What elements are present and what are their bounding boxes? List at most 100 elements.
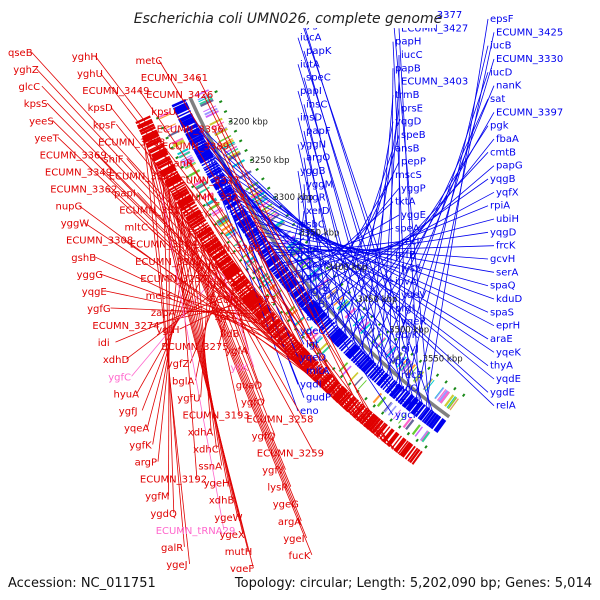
gene-label: fucO <box>395 383 418 394</box>
forward-gene-block <box>352 351 365 364</box>
gene-label: ygfM <box>145 492 169 503</box>
outer-cog-block <box>178 151 191 159</box>
forward-gene-block <box>336 335 349 348</box>
forward-gene-block <box>418 407 431 421</box>
reverse-gene-block <box>169 181 185 192</box>
gene-leader-line <box>297 37 414 397</box>
forward-gene-block <box>230 205 245 216</box>
forward-gene-block <box>402 394 415 409</box>
gene-label: insC <box>306 99 327 110</box>
inner-cog-block <box>352 315 364 327</box>
gene-label: xdhC <box>193 445 219 456</box>
forward-gene-block <box>303 300 317 313</box>
summary-text: Topology: circular; Length: 5,202,090 bp… <box>234 576 592 591</box>
gene-label: ygdE <box>490 387 515 398</box>
gene-label: ECUMN_3326 <box>119 206 186 217</box>
gene-label: ECUMN_3403 <box>401 77 468 88</box>
reverse-gene-block <box>211 248 226 260</box>
outer-cog-block <box>294 316 305 326</box>
gene-label: ECUMN_3330 <box>496 54 563 65</box>
forward-gene-block <box>260 248 275 260</box>
gene-label: ECUMN_3273 <box>209 295 276 306</box>
forward-gene-block <box>380 375 392 389</box>
gene-leader-line <box>185 217 315 453</box>
gene-label: thyA <box>490 361 513 372</box>
gene-label: nanK <box>496 81 522 92</box>
gene-label: ygeF <box>230 564 254 575</box>
reverse-gene-block <box>394 437 407 453</box>
gene-leader-line <box>425 18 489 407</box>
gene-label: yqeC <box>300 326 325 337</box>
gene-label: ECUMN_3396 <box>157 124 224 135</box>
forward-gene-block <box>345 344 359 358</box>
gene-leader-line <box>164 181 297 504</box>
gene-label: endA <box>188 227 214 238</box>
gene-leader-line <box>237 306 249 317</box>
gene-leader-line <box>343 134 400 334</box>
gene-label: yqeD <box>300 353 326 364</box>
gene-label: ygeG <box>273 500 299 511</box>
gene-leader-line <box>256 298 267 318</box>
gene-leader-line <box>210 152 305 372</box>
gene-label: ECUMN_3258 <box>246 414 313 425</box>
forward-gene-block <box>388 383 401 397</box>
gene-label: yghZ <box>13 65 39 76</box>
gene-leader-line <box>154 141 345 410</box>
scale-label: 3200 kbp <box>228 118 268 128</box>
gene-label: bglA <box>172 376 194 387</box>
reverse-gene-block <box>165 175 181 186</box>
gene-leader-line <box>100 72 387 445</box>
gene-leader-line <box>158 169 302 521</box>
gene-leader-line <box>166 185 233 500</box>
scale-label: 3350 kbp <box>299 229 339 239</box>
outer-cog-block <box>392 409 402 420</box>
reverse-gene-block <box>404 445 416 460</box>
forward-gene-block <box>299 296 313 309</box>
gene-leader-line <box>221 264 275 339</box>
gene-label: ansB <box>395 143 420 154</box>
forward-gene-block <box>356 354 369 368</box>
gene-leader-line <box>238 199 489 313</box>
gene-label: yggB <box>300 166 326 177</box>
outer-cog-block <box>195 181 207 189</box>
reverse-gene-block <box>174 190 190 202</box>
reverse-gene-block <box>155 155 170 165</box>
gene-label: yeeS <box>29 116 54 127</box>
reverse-gene-block <box>184 206 199 217</box>
gene-label: eno <box>300 406 319 417</box>
gene-label: ygfQ <box>252 432 276 443</box>
gene-leader-line <box>300 201 394 287</box>
forward-gene-block <box>174 106 190 116</box>
gene-leader-line <box>180 209 223 466</box>
outer-cog-block <box>387 405 397 416</box>
inner-cog-block <box>195 89 209 97</box>
gene-leader-line <box>192 228 276 436</box>
gene-label: ygeJ <box>166 560 187 571</box>
reverse-gene-block <box>399 441 412 457</box>
inner-cog-block <box>261 206 275 216</box>
gene-leader-line <box>110 307 254 314</box>
gene-label: araE <box>490 334 513 345</box>
forward-gene-block <box>433 418 444 432</box>
gene-label: dsbC <box>300 219 325 230</box>
outer-cog-block <box>405 419 415 431</box>
gene-label: argA <box>278 517 301 528</box>
forward-gene-block <box>384 379 396 393</box>
gene-leader-line <box>264 238 305 265</box>
gene-label: ubiH <box>496 214 519 225</box>
gene-leader-line <box>197 76 383 442</box>
gene-label: ygdQ <box>150 509 177 520</box>
gene-label: ygfT <box>300 273 323 284</box>
gene-label: sprT <box>215 312 238 323</box>
gene-label: ECUMN_3449 <box>82 86 149 97</box>
gene-label: yqdE <box>496 374 521 385</box>
gene-leader-line <box>106 188 319 385</box>
gene-leader-line <box>202 93 372 433</box>
outer-cog-block <box>193 178 206 187</box>
forward-gene-block <box>331 330 345 344</box>
inner-cog-block <box>253 194 267 204</box>
reverse-gene-block <box>141 129 158 139</box>
gene-leader-line <box>370 94 394 361</box>
gene-leader-line <box>190 114 394 416</box>
gene-label: yqgD <box>395 117 422 128</box>
